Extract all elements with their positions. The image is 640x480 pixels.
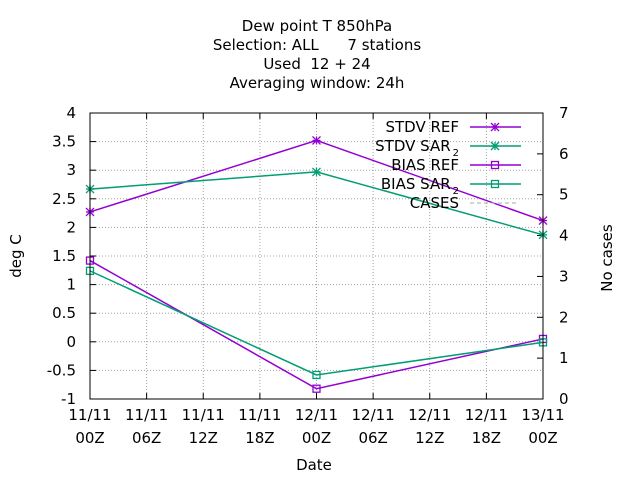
x-tick-label: 12/11 xyxy=(295,406,338,424)
y-tick-label: 3 xyxy=(66,161,76,179)
y-tick-label: 3.5 xyxy=(52,133,76,151)
y-tick-label: 2.5 xyxy=(52,190,76,208)
plot-border xyxy=(89,112,544,400)
title-line: Averaging window: 24h xyxy=(230,74,405,92)
grid xyxy=(90,113,543,399)
legend-label: STDV SAR 2 xyxy=(375,137,459,159)
legend-label: BIAS REF xyxy=(391,156,459,174)
legend-label: CASES xyxy=(410,194,459,212)
y-tick-label: 1 xyxy=(66,276,76,294)
x-tick-label: 12/11 xyxy=(352,406,395,424)
marker-stroke xyxy=(312,135,321,145)
y2-tick-label: 5 xyxy=(559,186,569,204)
data-point xyxy=(312,135,321,145)
x-axis-ticks: 11/11 00Z 11/11 06Z 11/11 12Z 11/11 18Z 12/11 00Z… xyxy=(68,113,565,447)
marker-stroke xyxy=(490,141,500,151)
legend-label: STDV REF xyxy=(385,118,459,136)
data-point xyxy=(490,179,500,189)
title-line: Used 12 + 24 xyxy=(263,55,370,73)
y2-tick-label: 2 xyxy=(559,308,569,326)
data-point xyxy=(490,160,500,170)
x-tick-label: 18Z xyxy=(245,429,274,447)
x-tick-label: 00Z xyxy=(528,429,557,447)
y-tick-label: 2 xyxy=(66,218,76,236)
y2-tick-label: 1 xyxy=(559,349,569,367)
series xyxy=(85,135,548,393)
x-tick-label: 11/11 xyxy=(238,406,281,424)
series-line xyxy=(89,270,544,376)
x-tick-label: 18Z xyxy=(472,429,501,447)
marker-stroke xyxy=(490,122,500,132)
title-line: Selection: ALL 7 stations xyxy=(213,36,421,54)
x-tick-label: 11/11 xyxy=(182,406,225,424)
y-axis-label: deg C xyxy=(7,234,25,278)
x-tick-label: 12Z xyxy=(189,429,218,447)
x-tick-label: 12/11 xyxy=(408,406,451,424)
title-line: Dew point T 850hPa xyxy=(242,17,392,35)
series-line xyxy=(89,259,544,390)
y-tick-label: -0.5 xyxy=(47,361,76,379)
y2-tick-label: 3 xyxy=(559,267,569,285)
x-tick-label: 06Z xyxy=(132,429,161,447)
x-tick-label: 11/11 xyxy=(125,406,168,424)
y2-tick-label: 6 xyxy=(559,145,569,163)
y-tick-label: -1 xyxy=(61,390,76,408)
x-tick-label: 06Z xyxy=(358,429,387,447)
x-tick-label: 00Z xyxy=(302,429,331,447)
x-tick-label: 00Z xyxy=(75,429,104,447)
data-point xyxy=(312,167,321,177)
marker-stroke xyxy=(312,167,321,177)
data-point xyxy=(312,370,321,380)
y-tick-label: 0.5 xyxy=(52,304,76,322)
x-tick-label: 11/11 xyxy=(68,406,111,424)
y2-axis-ticks: 7 6 5 4 3 2 1 0 xyxy=(537,104,569,408)
y-tick-label: 4 xyxy=(66,104,76,122)
y-tick-label: 1.5 xyxy=(52,247,76,265)
y2-tick-label: 7 xyxy=(559,104,569,122)
x-tick-label: 12Z xyxy=(415,429,444,447)
x-tick-label: 12/11 xyxy=(465,406,508,424)
y2-tick-label: 0 xyxy=(559,390,569,408)
x-axis-label: Date xyxy=(296,456,332,474)
data-point xyxy=(490,122,500,132)
y-tick-label: 0 xyxy=(66,333,76,351)
data-point xyxy=(490,141,500,151)
data-point xyxy=(312,384,321,393)
legend-label: BIAS SAR 2 xyxy=(381,175,459,197)
y2-axis-label: No cases xyxy=(598,224,616,292)
x-tick-label: 13/11 xyxy=(521,406,564,424)
y-axis-ticks: 4 3.5 3 2.5 2 1.5 1 0.5 0 -0.5 -1 xyxy=(47,104,96,408)
y2-tick-label: 4 xyxy=(559,227,569,245)
